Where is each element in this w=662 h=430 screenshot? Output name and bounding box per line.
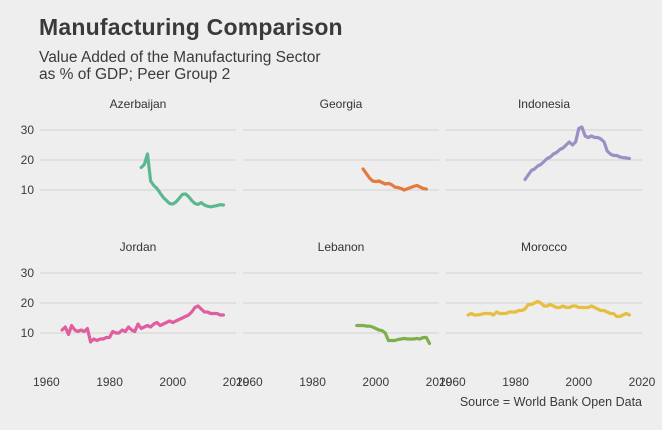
x-tick-label: 1980 bbox=[96, 375, 123, 389]
x-tick-label: 1980 bbox=[299, 375, 326, 389]
source-caption: Source = World Bank Open Data bbox=[459, 395, 642, 409]
x-tick-label: 1960 bbox=[236, 375, 263, 389]
series-line-morocco bbox=[466, 299, 631, 319]
facet-label: Lebanon bbox=[318, 240, 365, 254]
x-tick-label: 1980 bbox=[502, 375, 529, 389]
subtitle-line-2: as % of GDP; Peer Group 2 bbox=[39, 66, 231, 83]
x-tick-label: 2020 bbox=[629, 375, 656, 389]
y-tick-label: 30 bbox=[21, 123, 35, 137]
series-line-lebanon bbox=[355, 323, 432, 346]
x-tick-label: 1960 bbox=[33, 375, 60, 389]
x-tick-label: 2000 bbox=[565, 375, 592, 389]
chart-title: Manufacturing Comparison bbox=[39, 14, 343, 40]
y-tick-label: 10 bbox=[21, 183, 35, 197]
x-tick-label: 2000 bbox=[159, 375, 186, 389]
facet-label: Azerbaijan bbox=[110, 97, 167, 111]
y-tick-label: 20 bbox=[21, 153, 35, 167]
series-line-azerbaijan bbox=[139, 152, 225, 209]
y-tick-label: 20 bbox=[21, 296, 35, 310]
facet-azerbaijan: Azerbaijan 10 20 30 bbox=[21, 97, 236, 209]
y-tick-label: 30 bbox=[21, 266, 35, 280]
x-tick-label: 1960 bbox=[439, 375, 466, 389]
series-line-jordan bbox=[60, 304, 225, 344]
x-tick-label: 2000 bbox=[362, 375, 389, 389]
facet-indonesia: Indonesia bbox=[446, 97, 642, 191]
chart-subtitle: Value Added of the Manufacturing Sector … bbox=[39, 49, 320, 83]
y-tick-label: 10 bbox=[21, 326, 35, 340]
series-line-indonesia bbox=[523, 125, 631, 182]
facet-label: Indonesia bbox=[518, 97, 570, 111]
x-tick-label: 2020 bbox=[426, 375, 453, 389]
series-line-georgia bbox=[361, 167, 428, 192]
facet-label: Georgia bbox=[320, 97, 363, 111]
facet-lebanon: Lebanon bbox=[243, 240, 439, 346]
facet-label: Jordan bbox=[120, 240, 157, 254]
x-tick-label: 2020 bbox=[223, 375, 250, 389]
facet-label: Morocco bbox=[521, 240, 567, 254]
facet-morocco: Morocco bbox=[446, 240, 642, 334]
facet-georgia: Georgia bbox=[243, 97, 439, 192]
subtitle-line-1: Value Added of the Manufacturing Sector bbox=[39, 49, 321, 66]
facet-jordan: Jordan 10 20 30 bbox=[21, 240, 236, 344]
